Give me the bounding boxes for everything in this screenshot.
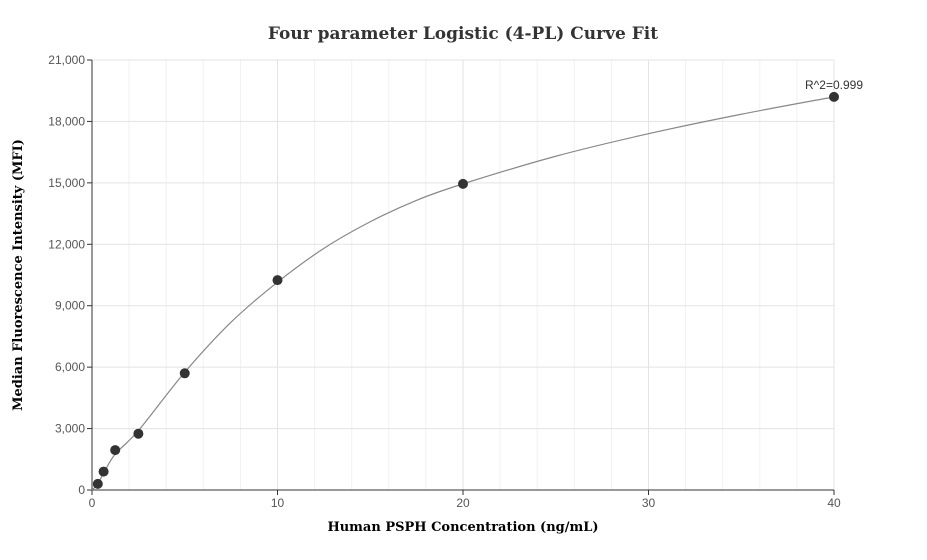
y-tick-label: 12,000 [48,237,85,251]
data-points [92,91,839,489]
data-point [110,445,121,456]
y-tick-label: 0 [78,483,85,497]
y-tick-label: 9,000 [55,299,85,313]
data-point [272,275,283,286]
y-tick-label: 6,000 [55,360,85,374]
annotations: R^2=0.999 [805,78,863,92]
data-point [458,178,468,189]
data-point [98,466,109,477]
chart-title: Four parameter Logistic (4-PL) Curve Fit [268,24,658,44]
fit-curve [91,96,835,491]
y-tick-label: 3,000 [55,422,85,436]
tick-labels: 0 10 20 30 40 0 3,000 6,000 9,000 12,000 15,000 18,… [48,53,841,510]
y-tick-label: 21,000 [48,53,85,67]
data-point [179,368,190,379]
data-point [92,478,103,489]
grid [92,59,835,490]
r-squared-annotation: R^2=0.999 [805,78,863,92]
x-tick-label: 20 [456,496,470,510]
data-point [133,428,144,439]
x-tick-label: 0 [89,496,96,510]
fit-curve-layer [91,96,835,491]
x-axis-title: Human PSPH Concentration (ng/mL) [327,520,598,535]
data-point [829,91,839,102]
x-tick-label: 30 [642,496,656,510]
y-axis-title: Median Fluorescence Intensity (MFI) [11,139,26,411]
y-tick-label: 15,000 [48,176,85,190]
y-tick-label: 18,000 [48,114,85,128]
x-tick-label: 40 [827,496,841,510]
x-tick-label: 10 [271,496,285,510]
